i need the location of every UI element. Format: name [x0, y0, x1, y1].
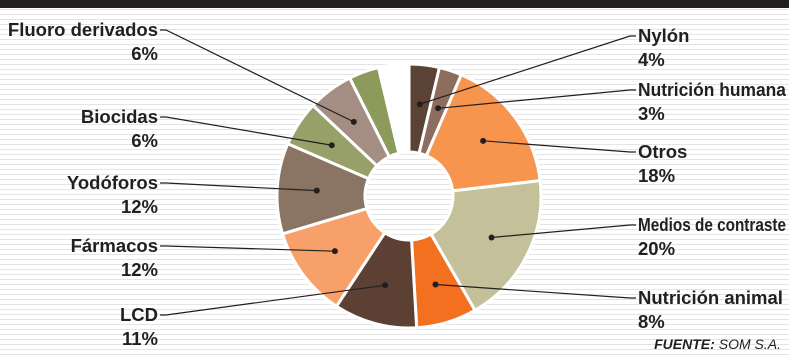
- chart-labels: Nylón 4% Nutrición humana 3% Otros 18% Medios …: [8, 19, 787, 349]
- slice-value-yodoforos: 12%: [121, 196, 158, 217]
- slice-value-otros: 18%: [638, 165, 675, 186]
- slice-label-nutricion-humana: Nutrición humana: [638, 79, 787, 100]
- slice-label-nylon: Nylón: [638, 25, 689, 46]
- leader-line-yodoforos: [160, 182, 317, 192]
- leader-line-farmacos: [160, 245, 335, 252]
- slice-medios-de-contraste: [428, 179, 543, 313]
- slice-label-farmacos: Fármacos: [71, 235, 158, 256]
- source-value: SOM S.A.: [718, 336, 781, 352]
- chart-slices: [275, 62, 543, 330]
- slice-value-farmacos: 12%: [121, 259, 158, 280]
- source-label: FUENTE:: [654, 336, 715, 352]
- leader-line-nylon: [419, 35, 636, 105]
- slice-otros: [424, 72, 542, 193]
- leader-line-biocidas: [160, 116, 332, 146]
- slice-value-lcd: 11%: [122, 328, 158, 349]
- slice-unlabeled-11: [376, 62, 411, 155]
- slice-value-biocidas: 6%: [131, 130, 158, 151]
- slice-value-medios-de-contraste: 20%: [638, 238, 675, 259]
- leader-line-nutricion-humana: [438, 89, 636, 109]
- source-note: FUENTE: SOM S.A.: [654, 336, 781, 352]
- slice-value-nylon: 4%: [638, 49, 665, 70]
- leader-line-medios-de-contraste: [491, 224, 636, 239]
- slice-label-nutricion-animal: Nutrición animal: [638, 287, 783, 308]
- leader-line-nutricion-animal: [435, 283, 636, 299]
- slice-label-otros: Otros: [638, 141, 687, 162]
- slice-label-yodoforos: Yodóforos: [67, 172, 158, 193]
- leader-dot-farmacos: [331, 248, 338, 255]
- top-bar: [0, 0, 789, 8]
- slice-label-lcd: LCD: [120, 304, 158, 325]
- leader-dot-yodoforos: [313, 187, 320, 194]
- leader-line-lcd: [160, 284, 386, 316]
- leader-dot-nutricion-humana: [435, 105, 442, 112]
- leader-dot-nylon: [416, 101, 423, 108]
- leader-dot-fluoro-derivados: [350, 118, 357, 125]
- slice-value-nutricion-humana: 3%: [638, 103, 665, 124]
- slice-label-fluoro-derivados: Fluoro derivados: [8, 19, 158, 40]
- slice-value-nutricion-animal: 8%: [638, 311, 665, 332]
- slice-label-medios-de-contraste: Medios de contraste: [638, 214, 786, 235]
- chart-leader-lines: [160, 29, 636, 316]
- leader-line-otros: [483, 140, 636, 153]
- slice-label-biocidas: Biocidas: [81, 106, 158, 127]
- leader-dot-biocidas: [328, 142, 335, 149]
- leader-line-fluoro-derivados: [160, 29, 355, 123]
- leader-dot-otros: [480, 137, 487, 144]
- leader-dot-nutricion-animal: [432, 281, 439, 288]
- slice-value-fluoro-derivados: 6%: [131, 43, 158, 64]
- leader-dot-medios-de-contraste: [488, 234, 495, 241]
- leader-dot-lcd: [382, 282, 389, 289]
